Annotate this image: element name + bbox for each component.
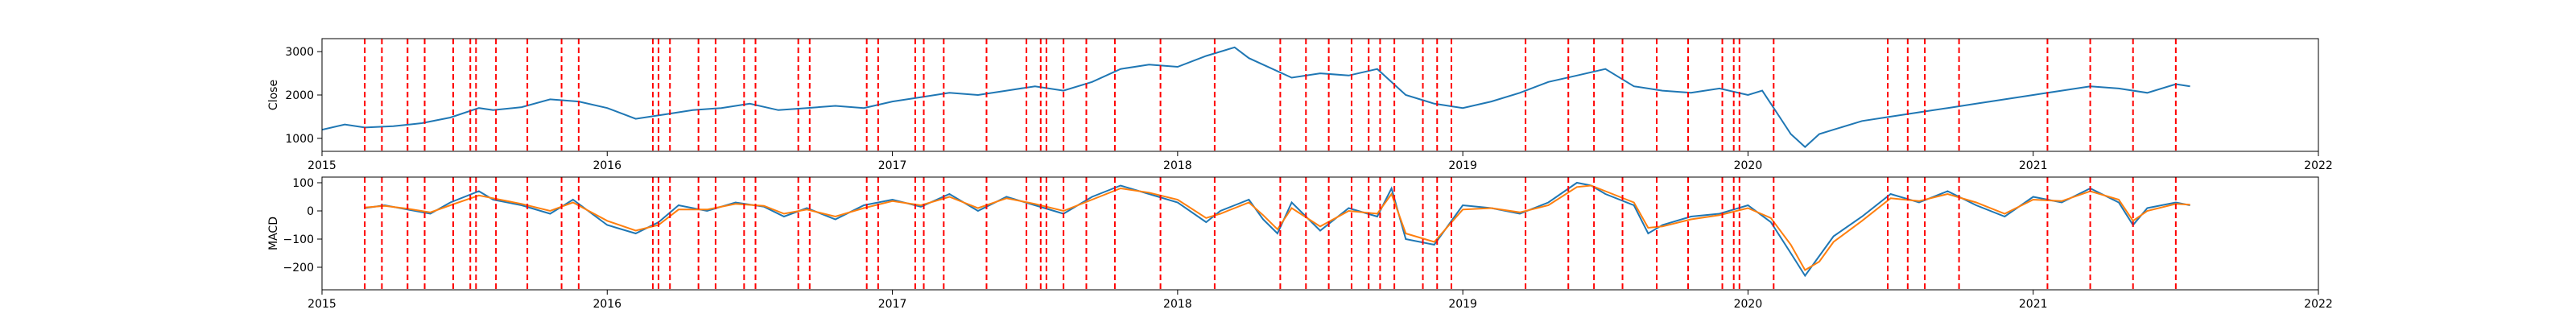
macd-y-tick-label: 100: [292, 177, 314, 190]
macd-x-tick-label: 2022: [2304, 298, 2333, 311]
macd-y-tick-label: −100: [283, 233, 314, 246]
macd-y-tick-label: 0: [307, 205, 314, 218]
close-x-ticks: 2015 2016 2017 2018 2019 2020 2021 2022: [308, 151, 2333, 172]
close-x-tick-label: 2015: [308, 159, 336, 172]
close-x-tick-label: 2020: [1734, 159, 1763, 172]
close-y-tick-label: 1000: [285, 133, 314, 146]
close-x-tick-label: 2018: [1163, 159, 1192, 172]
close-x-tick-label: 2022: [2304, 159, 2333, 172]
close-y-tick-label: 2000: [285, 89, 314, 102]
close-y-ticks: 1000 2000 3000: [285, 46, 322, 146]
close-line: [322, 46, 2190, 148]
macd-y-ticks: 100 0 −100 −200: [283, 177, 322, 275]
macd-x-tick-label: 2017: [878, 298, 907, 311]
close-plot-area: [322, 39, 2190, 151]
close-x-tick-label: 2016: [592, 159, 621, 172]
macd-plot-area: [364, 177, 2190, 290]
macd-x-tick-label: 2018: [1163, 298, 1192, 311]
close-price-panel: 1000 2000 3000 2015 2016 2017 2018 2019 2020 202…: [267, 38, 2333, 172]
macd-x-tick-label: 2015: [308, 298, 336, 311]
close-ylabel: Close: [267, 80, 280, 110]
close-y-tick-label: 3000: [285, 46, 314, 59]
macd-x-tick-label: 2021: [2019, 298, 2048, 311]
macd-y-tick-label: −200: [283, 262, 314, 275]
macd-panel: 100 0 −100 −200 2015 2016 2017 2018 2019 2020 202…: [267, 176, 2333, 311]
macd-x-tick-label: 2019: [1448, 298, 1477, 311]
macd-x-ticks: 2015 2016 2017 2018 2019 2020 2021 2022: [308, 290, 2333, 311]
macd-axes-frame: [321, 176, 2319, 291]
macd-x-tick-label: 2016: [592, 298, 621, 311]
macd-ylabel: MACD: [267, 217, 280, 250]
close-x-tick-label: 2017: [878, 159, 907, 172]
close-x-tick-label: 2021: [2019, 159, 2048, 172]
close-x-tick-label: 2019: [1448, 159, 1477, 172]
macd-line: [364, 181, 2190, 278]
macd-x-tick-label: 2020: [1734, 298, 1763, 311]
signal-line: [365, 184, 2190, 271]
